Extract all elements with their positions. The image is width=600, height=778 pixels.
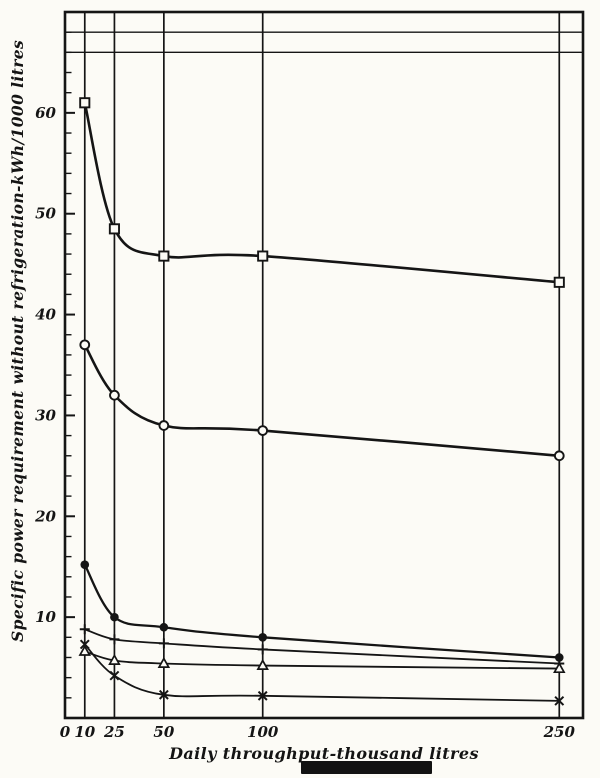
marker-x-marks — [109, 670, 120, 681]
y-tick-label: 20 — [34, 507, 56, 525]
marker-open-circles — [553, 450, 565, 462]
plot-frame — [63, 10, 585, 720]
marker-open-triangles — [553, 661, 566, 674]
x-tick-label: 100 — [247, 723, 279, 741]
y-tick-label: 60 — [35, 104, 56, 122]
y-tick-label: 10 — [35, 608, 56, 626]
marker-open-triangles — [157, 656, 171, 668]
x-tick-label: 10 — [74, 723, 95, 741]
marker-open-squares — [257, 250, 269, 262]
x-tick-label: 0 — [60, 723, 71, 741]
y-tick-label: 50 — [35, 205, 56, 223]
scan-artifact-bar — [301, 761, 432, 774]
marker-filled-circles — [554, 653, 564, 662]
marker-filled-circles — [258, 633, 268, 642]
series-line-open-squares — [83, 101, 561, 284]
marker-open-circles — [158, 420, 170, 431]
marker-open-triangles — [108, 653, 121, 665]
x-tick-label: 50 — [153, 723, 174, 741]
y-tick-label: 40 — [35, 306, 56, 324]
marker-open-squares — [79, 97, 91, 109]
marker-open-triangles — [78, 644, 92, 656]
marker-filled-circles — [80, 560, 90, 569]
marker-open-circles — [257, 425, 269, 436]
marker-x-marks — [554, 695, 565, 706]
x-tick-label: 25 — [103, 723, 125, 741]
x-axis-title: Daily throughput-thousand litres — [169, 744, 479, 763]
marker-open-circles — [79, 339, 91, 351]
marker-filled-circles — [159, 622, 169, 632]
marker-open-squares — [553, 276, 565, 288]
x-tick-label: 250 — [543, 723, 576, 741]
marker-filled-circles — [110, 612, 119, 622]
marker-open-squares — [108, 223, 120, 235]
series-line-open-circles — [83, 343, 561, 458]
marker-open-squares — [158, 250, 170, 262]
series-line-plus-marks — [83, 628, 561, 665]
marker-open-triangles — [256, 658, 269, 671]
marker-x-marks — [257, 690, 268, 701]
marker-x-marks — [158, 689, 169, 700]
y-axis-title: Specific power requirement without refri… — [8, 39, 27, 642]
marker-x-marks — [79, 639, 90, 650]
marker-open-circles — [109, 389, 120, 401]
y-tick-label: 30 — [35, 406, 56, 424]
